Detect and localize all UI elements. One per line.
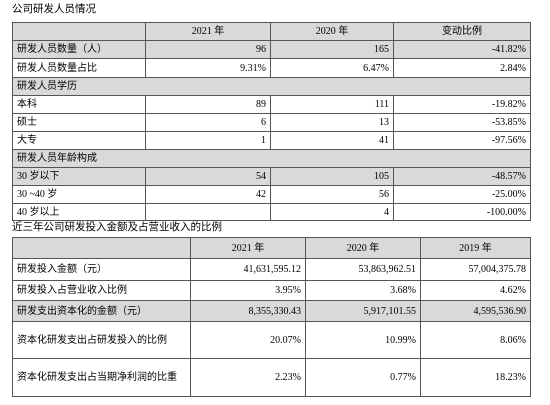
row-label: 研发支出资本化的金额（元） (12, 300, 191, 322)
section-title: 近三年公司研发投入金额及占营业收入的比例 (12, 222, 222, 233)
value-cell: -41.82% (393, 40, 531, 59)
header-cell: 2021 年 (190, 237, 306, 259)
row-label: 本科 (12, 95, 146, 114)
header-cell: 2019 年 (420, 237, 531, 259)
row-label: 30 ~40 岁 (12, 185, 146, 204)
value-cell: 105 (270, 167, 394, 186)
investment-table: 2021 年 2020 年 2019 年研发投入金额（元） 41,631,595.12… (12, 237, 531, 397)
row-label: 研发人员年龄构成 (12, 149, 531, 168)
value-cell: 10.99% (305, 321, 421, 359)
value-cell: 57,004,375.78 (420, 258, 531, 281)
data-row: 研发支出资本化的金额（元） 8,355,330.43 5,917,101.55 4,5… (12, 300, 531, 322)
data-row: 资本化研发支出占研发投入的比例 20.07% 10.99% 8.06% (12, 321, 531, 359)
row-label: 大专 (12, 131, 146, 150)
data-row: 研发人员数量占比 9.31% 6.47% 2.84% (12, 58, 531, 78)
data-row: 研发投入金额（元） 41,631,595.12 53,863,962.51 57,00… (12, 258, 531, 281)
value-cell: 6 (145, 113, 271, 132)
header-cell: 2021 年 (145, 22, 271, 41)
row-label: 资本化研发支出占当期净利润的比重 (12, 358, 191, 397)
row-label: 研发投入占营业收入比例 (12, 280, 191, 301)
value-cell: -100.00% (393, 203, 531, 221)
data-row: 大专 1 41 -97.56% (12, 131, 531, 150)
row-label: 30 岁以下 (12, 167, 146, 186)
value-cell: 4,595,536.90 (420, 300, 531, 322)
row-label: 硕士 (12, 113, 146, 132)
header-cell (12, 22, 146, 41)
data-row: 30 岁以下 54 105 -48.57% (12, 167, 531, 186)
header-cell: 2020 年 (305, 237, 421, 259)
value-cell: 53,863,962.51 (305, 258, 421, 281)
value-cell: 4.62% (420, 280, 531, 301)
value-cell: -48.57% (393, 167, 531, 186)
value-cell: 42 (145, 185, 271, 204)
header-cell: 2020 年 (270, 22, 394, 41)
value-cell: 8.06% (420, 321, 531, 359)
value-cell: 2.23% (190, 358, 306, 397)
value-cell: 0.77% (305, 358, 421, 397)
empty-cell (145, 203, 271, 221)
value-cell: 20.07% (190, 321, 306, 359)
value-cell: 9.31% (145, 58, 271, 78)
value-cell: 5,917,101.55 (305, 300, 421, 322)
header-cell: 变动比例 (393, 22, 531, 41)
value-cell: 54 (145, 167, 271, 186)
data-row: 研发人员数量（人） 96 165 -41.82% (12, 40, 531, 59)
row-label: 研发投入金额（元） (12, 258, 191, 281)
value-cell: -53.85% (393, 113, 531, 132)
value-cell: 41 (270, 131, 394, 150)
row-label: 资本化研发支出占研发投入的比例 (12, 321, 191, 359)
value-cell: 2.84% (393, 58, 531, 78)
value-cell: 13 (270, 113, 394, 132)
value-cell: 111 (270, 95, 394, 114)
row-label: 研发人员数量占比 (12, 58, 146, 78)
staff-table: 2021 年 2020 年变动比例 研发人员数量（人） 96 165 -41.82% 研发人… (12, 22, 531, 221)
header-cell (12, 237, 191, 259)
header-row: 2021 年 2020 年变动比例 (12, 22, 531, 41)
section-row: 研发人员学历 (12, 77, 531, 96)
value-cell: 96 (145, 40, 271, 59)
value-cell: -19.82% (393, 95, 531, 114)
data-row: 研发投入占营业收入比例 3.95% 3.68% 4.62% (12, 280, 531, 301)
value-cell: -25.00% (393, 185, 531, 204)
value-cell: 18.23% (420, 358, 531, 397)
value-cell: 4 (270, 203, 394, 221)
data-row: 本科 89 111 -19.82% (12, 95, 531, 114)
data-row: 40 岁以上 4 -100.00% (12, 203, 531, 221)
row-label: 研发人员学历 (12, 77, 531, 96)
value-cell: 8,355,330.43 (190, 300, 306, 322)
data-row: 硕士 6 13 -53.85% (12, 113, 531, 132)
section-row: 研发人员年龄构成 (12, 149, 531, 168)
value-cell: 56 (270, 185, 394, 204)
data-row: 30 ~40 岁 42 56 -25.00% (12, 185, 531, 204)
row-label: 研发人员数量（人） (12, 40, 146, 59)
row-label: 40 岁以上 (12, 203, 146, 221)
value-cell: 3.95% (190, 280, 306, 301)
header-row: 2021 年 2020 年 2019 年 (12, 237, 531, 259)
value-cell: 3.68% (305, 280, 421, 301)
section-title: 公司研发人员情况 (12, 4, 96, 15)
value-cell: 6.47% (270, 58, 394, 78)
value-cell: 1 (145, 131, 271, 150)
value-cell: -97.56% (393, 131, 531, 150)
value-cell: 165 (270, 40, 394, 59)
value-cell: 89 (145, 95, 271, 114)
data-row: 资本化研发支出占当期净利润的比重 2.23% 0.77% 18.23% (12, 358, 531, 397)
value-cell: 41,631,595.12 (190, 258, 306, 281)
